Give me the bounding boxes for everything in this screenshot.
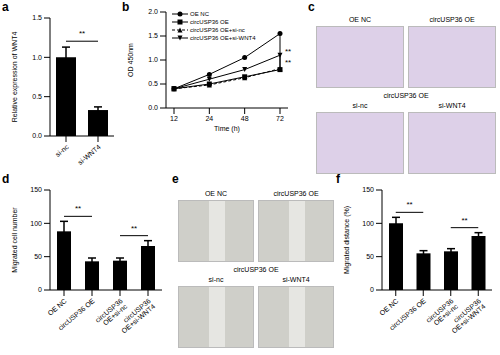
svg-text:0: 0 <box>38 286 42 293</box>
html-text:circUSP36 OE+si-WNT4: circUSP36 OE+si-WNT4 <box>190 35 256 41</box>
svg-text:circUSP36OE+si-nc: circUSP36OE+si-nc <box>94 297 129 329</box>
svg-text:24: 24 <box>205 115 213 122</box>
svg-text:1.5: 1.5 <box>148 32 158 39</box>
svg-text:si-WNT4: si-WNT4 <box>76 143 101 166</box>
svg-text:0.0: 0.0 <box>148 104 158 111</box>
svg-text:OD 450nm: OD 450nm <box>127 43 134 77</box>
html-text:c: c <box>308 0 315 14</box>
svg-text:OE NC: OE NC <box>378 297 399 317</box>
html-text:OE NC: OE NC <box>204 190 228 197</box>
svg-text:50: 50 <box>366 253 374 260</box>
html-text:si-WNT4: si-WNT4 <box>282 276 310 283</box>
html-text:e: e <box>172 172 179 186</box>
svg-text:0.0: 0.0 <box>32 132 42 139</box>
svg-text:100: 100 <box>362 220 374 227</box>
svg-text:Migrated cell number: Migrated cell number <box>11 207 19 273</box>
html-text:b: b <box>122 0 130 14</box>
svg-text:0.5: 0.5 <box>148 80 158 87</box>
svg-text:1.0: 1.0 <box>32 54 42 61</box>
html-text:circUSP36 OE: circUSP36 OE <box>273 190 319 197</box>
html-text:f: f <box>336 172 340 186</box>
svg-text:circUSP36OE+si-WNT4: circUSP36OE+si-WNT4 <box>446 297 487 334</box>
svg-text:72: 72 <box>276 115 284 122</box>
svg-text:circUSP36OE+si-WNT4: circUSP36OE+si-WNT4 <box>116 297 157 334</box>
svg-text:Migrated distance (%): Migrated distance (%) <box>343 206 351 274</box>
svg-text:100: 100 <box>30 220 42 227</box>
svg-text:12: 12 <box>170 115 178 122</box>
svg-text:48: 48 <box>241 115 249 122</box>
svg-text:circUSP36 OE: circUSP36 OE <box>57 297 96 332</box>
svg-text:Relative expression of WNT4: Relative expression of WNT4 <box>11 32 19 123</box>
svg-text:Time (h): Time (h) <box>214 125 240 133</box>
svg-text:OE NC: OE NC <box>46 297 67 317</box>
html-text:circUSP36 OE+si-nc: circUSP36 OE+si-nc <box>190 27 245 33</box>
svg-text:50: 50 <box>34 253 42 260</box>
svg-text:1.5: 1.5 <box>32 14 42 21</box>
svg-text:**: ** <box>79 29 85 38</box>
svg-text:circUSP36 OE: circUSP36 OE <box>388 297 427 332</box>
svg-text:**: ** <box>406 200 412 209</box>
html-text:si-nc: si-nc <box>352 102 368 109</box>
svg-text:**: ** <box>131 224 137 233</box>
html-text:circUSP36 OE: circUSP36 OE <box>233 266 279 273</box>
svg-text:**: ** <box>75 204 81 213</box>
html-text:d: d <box>2 172 10 186</box>
svg-text:0.5: 0.5 <box>32 93 42 100</box>
html-text:circUSP36 OE: circUSP36 OE <box>429 16 475 23</box>
html-text:circUSP36 OE: circUSP36 OE <box>190 19 229 25</box>
html-text:a: a <box>2 0 9 14</box>
svg-text:**: ** <box>461 216 467 225</box>
svg-text:circUSP36OE+si-nc: circUSP36OE+si-nc <box>425 297 460 329</box>
svg-text:**: ** <box>285 58 291 67</box>
html-text:OE NC: OE NC <box>190 11 209 17</box>
svg-text:0: 0 <box>370 286 374 293</box>
svg-text:si-nc: si-nc <box>54 143 70 158</box>
svg-text:**: ** <box>285 47 291 56</box>
svg-text:1.0: 1.0 <box>148 56 158 63</box>
html-text:si-nc: si-nc <box>208 276 224 283</box>
html-text:circUSP36 OE: circUSP36 OE <box>383 92 429 99</box>
html-text:OE NC: OE NC <box>348 16 372 23</box>
html-text:si-WNT4: si-WNT4 <box>438 102 466 109</box>
svg-text:2.0: 2.0 <box>148 8 158 15</box>
svg-text:150: 150 <box>362 186 374 193</box>
svg-text:150: 150 <box>30 186 42 193</box>
